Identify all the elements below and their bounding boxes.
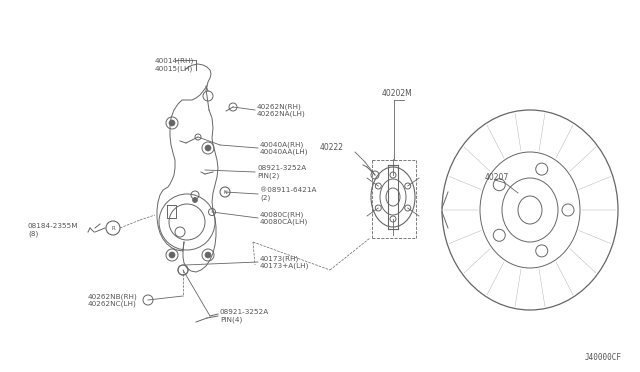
Text: 40262NB(RH)
40262NC(LH): 40262NB(RH) 40262NC(LH) [88,293,138,307]
Text: 40173(RH)
40173+A(LH): 40173(RH) 40173+A(LH) [260,255,309,269]
Text: 40014(RH)
40015(LH): 40014(RH) 40015(LH) [155,58,195,72]
Text: 08921-3252A
PIN(4): 08921-3252A PIN(4) [220,309,269,323]
Text: 08921-3252A
PIN(2): 08921-3252A PIN(2) [257,165,307,179]
Circle shape [193,198,198,202]
Text: ®08911-6421A
(2): ®08911-6421A (2) [260,187,317,201]
Text: 40202M: 40202M [382,89,413,97]
Text: 40207: 40207 [485,173,509,183]
Circle shape [205,252,211,258]
Circle shape [205,145,211,151]
Circle shape [169,120,175,126]
Text: 40222: 40222 [320,144,344,153]
Text: 40080C(RH)
40080CA(LH): 40080C(RH) 40080CA(LH) [260,211,308,225]
Text: 40040A(RH)
40040AA(LH): 40040A(RH) 40040AA(LH) [260,141,308,155]
Circle shape [169,252,175,258]
Text: J40000CF: J40000CF [585,353,622,362]
Text: 40262N(RH)
40262NA(LH): 40262N(RH) 40262NA(LH) [257,103,306,117]
Text: R: R [111,225,115,231]
Text: 08184-2355M
(8): 08184-2355M (8) [28,223,79,237]
Text: N: N [223,189,227,195]
